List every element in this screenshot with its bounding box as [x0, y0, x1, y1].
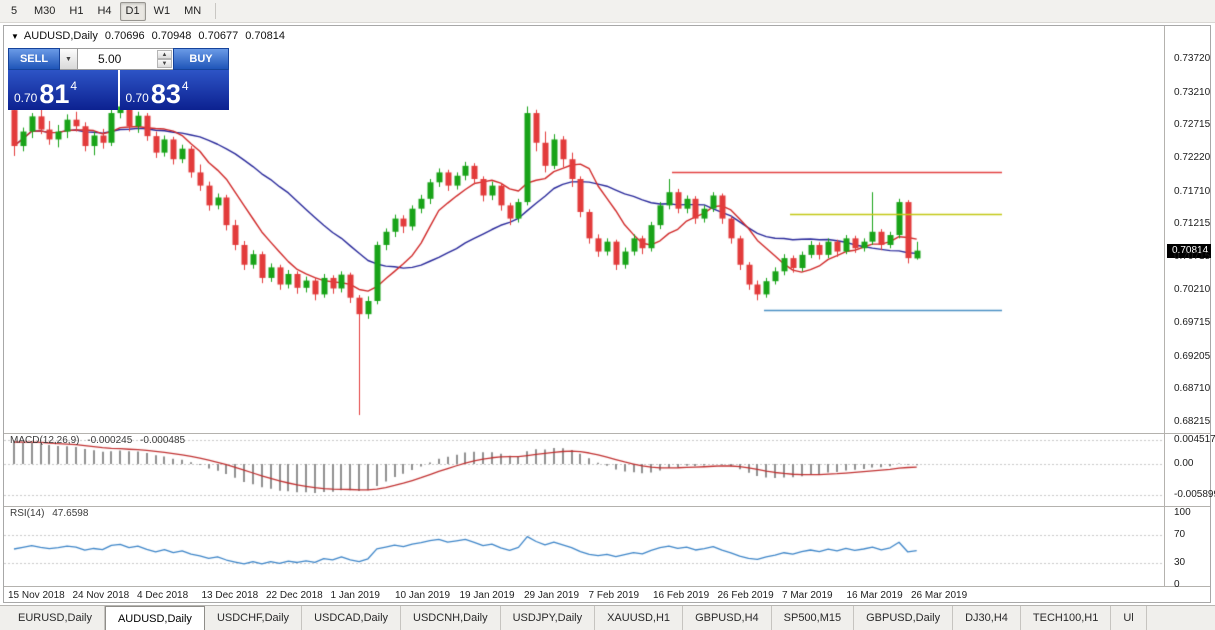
symbol-tab[interactable]: DJ30,H4 [953, 606, 1021, 630]
date-label: 19 Jan 2019 [459, 590, 515, 601]
timeframe-button[interactable]: 5 [10, 5, 18, 17]
sell-price-pip: 4 [70, 79, 78, 93]
symbol-tab[interactable]: AUDUSD,Daily [104, 606, 205, 630]
price-axis-label: 0.72715 [1174, 119, 1211, 131]
date-label: 1 Jan 2019 [330, 590, 381, 601]
date-label: 13 Dec 2018 [201, 590, 259, 601]
symbol-tab-bar: EURUSD,Daily AUDUSD,Daily USDCHF,Daily USDC… [0, 605, 1215, 630]
buy-price-big: 83 [150, 79, 181, 110]
macd-axis-label: 0.004517 [1174, 434, 1215, 446]
date-label: 24 Nov 2018 [72, 590, 130, 601]
date-label: 29 Jan 2019 [524, 590, 580, 601]
macd-canvas[interactable] [4, 434, 1164, 506]
timeframe-button[interactable]: D1 [119, 1, 146, 21]
timeframe-button[interactable]: H1 [69, 5, 84, 17]
chevron-down-icon: ▼ [65, 55, 72, 63]
volume-spin-up-icon[interactable]: ▲ [157, 50, 172, 59]
symbol-tab[interactable]: USDCNH,Daily [401, 606, 501, 630]
sell-button[interactable]: SELL [8, 48, 60, 70]
date-label: 7 Mar 2019 [782, 590, 833, 601]
low-value: 0.70677 [198, 30, 239, 42]
volume-field: ▲ ▼ [78, 48, 173, 70]
order-type-dropdown[interactable]: ▼ [60, 48, 78, 70]
symbol-tab[interactable]: GBPUSD,Daily [854, 606, 954, 630]
price-axis-label: 0.72220 [1174, 151, 1211, 163]
rsi-axis-label: 0 [1174, 579, 1180, 590]
price-axis-label: 0.68710 [1174, 383, 1211, 395]
date-label: 26 Feb 2019 [717, 590, 774, 601]
price-axis-label: 0.71215 [1174, 218, 1211, 230]
timeframe-button[interactable]: MN [184, 5, 202, 17]
macd-value-signal: -0.000485 [140, 435, 186, 446]
rsi-axis-label: 100 [1174, 507, 1191, 518]
toolbar-separator [215, 3, 217, 19]
sell-price-display[interactable]: 0.70 81 4 [8, 70, 118, 110]
symbol-tab[interactable]: GBPUSD,H4 [683, 606, 772, 630]
symbol-tab[interactable]: Ul [1111, 606, 1147, 630]
current-price-badge: 0.70814 [1167, 243, 1211, 258]
timeframe-toolbar: 5 M30 H1 H4 D1 W1 MN [0, 0, 1215, 23]
price-axis-label: 0.69205 [1174, 350, 1211, 362]
ohlc-header: ▼ AUDUSD,Daily 0.70696 0.70948 0.70677 0… [11, 30, 292, 42]
macd-label: MACD(12,26,9) -0.000245 -0.000485 [10, 435, 190, 446]
timeframe-button[interactable]: M30 [34, 5, 56, 17]
timeframe-button[interactable]: H4 [97, 5, 112, 17]
symbol-tab[interactable]: TECH100,H1 [1021, 606, 1112, 630]
buy-price-display[interactable]: 0.70 83 4 [119, 70, 229, 110]
date-label: 22 Dec 2018 [266, 590, 323, 601]
rsi-axis-label: 30 [1174, 557, 1186, 569]
timeframe-button[interactable]: W1 [153, 5, 171, 17]
price-axis-label: 0.69715 [1174, 317, 1211, 329]
date-label: 4 Dec 2018 [137, 590, 189, 601]
axis-separator [1164, 26, 1165, 587]
pane-separator[interactable] [4, 506, 1210, 507]
rsi-name: RSI(14) [10, 508, 45, 519]
pane-separator[interactable] [4, 433, 1210, 434]
high-value: 0.70948 [151, 30, 192, 42]
price-axis-label: 0.71710 [1174, 185, 1211, 197]
symbol-tab[interactable]: USDJPY,Daily [501, 606, 596, 630]
volume-spin-down-icon[interactable]: ▼ [157, 59, 172, 68]
buy-price-prefix: 0.70 [125, 91, 149, 105]
macd-axis-label: -0.005899 [1174, 489, 1215, 501]
date-axis: 15 Nov 2018 24 Nov 2018 4 Dec 2018 13 Dec 2… [4, 587, 1164, 603]
symbol-tab[interactable]: SP500,M15 [772, 606, 855, 630]
one-click-trading-panel: SELL ▼ ▲ ▼ BUY 0.70 81 4 0.70 83 [8, 48, 229, 110]
buy-price-pip: 4 [181, 79, 189, 93]
sell-price-prefix: 0.70 [14, 91, 38, 105]
macd-value-main: -0.000245 [87, 435, 133, 446]
date-label: 16 Feb 2019 [653, 590, 710, 601]
rsi-canvas[interactable] [4, 507, 1164, 586]
buy-button[interactable]: BUY [173, 48, 229, 70]
volume-input[interactable] [78, 49, 173, 69]
macd-axis-label: 0.00 [1174, 458, 1194, 469]
date-label: 7 Feb 2019 [588, 590, 640, 601]
symbol-label: AUDUSD,Daily [23, 30, 98, 42]
symbol-tab[interactable]: USDCAD,Daily [302, 606, 402, 630]
date-label: 16 Mar 2019 [846, 590, 903, 601]
chart-window: ▼ AUDUSD,Daily 0.70696 0.70948 0.70677 0… [3, 25, 1215, 603]
close-value: 0.70814 [245, 30, 285, 42]
sell-price-big: 81 [39, 79, 70, 110]
price-axis: 0.70814 0.73720 0.73210 0.72715 0.72220 0.71… [1165, 26, 1215, 590]
rsi-value: 47.6598 [52, 508, 89, 519]
rsi-axis-label: 70 [1174, 528, 1186, 540]
date-label: 15 Nov 2018 [8, 590, 65, 601]
collapse-triangle-icon[interactable]: ▼ [11, 31, 19, 41]
price-axis-label: 0.68215 [1174, 416, 1211, 427]
open-value: 0.70696 [104, 30, 145, 42]
price-axis-label: 0.73210 [1174, 86, 1211, 98]
symbol-tab[interactable]: EURUSD,Daily [6, 606, 105, 630]
rsi-label: RSI(14) 47.6598 [10, 508, 93, 519]
date-label: 10 Jan 2019 [395, 590, 451, 601]
price-axis-label: 0.73720 [1174, 53, 1211, 64]
symbol-tab[interactable]: XAUUSD,H1 [595, 606, 684, 630]
symbol-tab[interactable]: USDCHF,Daily [205, 606, 303, 630]
date-label: 26 Mar 2019 [911, 590, 968, 601]
macd-name: MACD(12,26,9) [10, 435, 80, 446]
price-axis-label: 0.70715 [1174, 251, 1211, 263]
price-axis-label: 0.70210 [1174, 284, 1211, 296]
pane-separator [4, 586, 1210, 587]
